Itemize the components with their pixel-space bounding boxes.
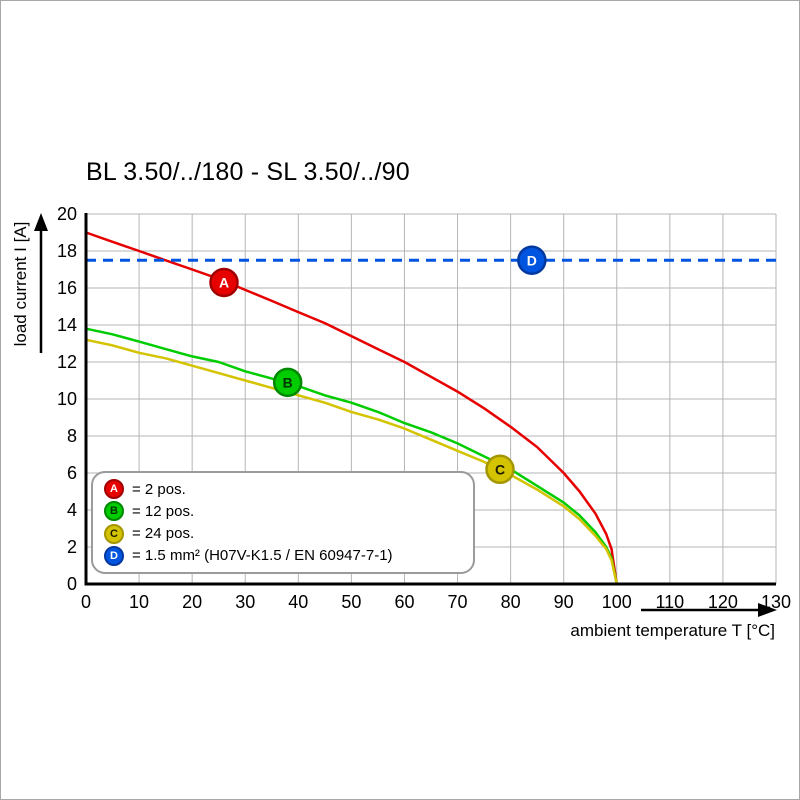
curve-marker-letter: C: [495, 461, 505, 477]
x-tick-label: 70: [448, 592, 468, 612]
legend-label: = 2 pos.: [132, 480, 186, 498]
y-tick-label: 12: [57, 352, 77, 372]
curve-marker-letter: B: [283, 374, 293, 390]
legend: A = 2 pos. B = 12 pos. C = 24 pos. D = 1…: [91, 471, 475, 574]
series-curve-C: [85, 338, 619, 585]
curve-marker-c-icon: [485, 454, 515, 485]
x-tick-label: 110: [655, 592, 684, 612]
x-tick-label: 90: [554, 592, 574, 612]
curve-marker-letter: A: [219, 274, 229, 290]
legend-label: = 1.5 mm² (H07V-K1.5 / EN 60947-7-1): [132, 547, 393, 565]
legend-item: C = 24 pos.: [104, 523, 473, 544]
x-tick-label: 0: [81, 592, 91, 612]
curve-marker-letter: D: [527, 252, 537, 268]
y-tick-label: 6: [67, 463, 77, 483]
y-tick-label: 8: [67, 426, 77, 446]
y-tick-label: 20: [57, 204, 77, 224]
legend-marker-d-icon: D: [104, 545, 124, 566]
curve-marker-d-icon: [517, 245, 547, 275]
x-tick-label: 60: [394, 592, 414, 612]
x-tick-label: 100: [602, 592, 632, 612]
x-tick-label: 30: [235, 592, 255, 612]
curve-marker-a-icon: [209, 267, 239, 298]
y-tick-label: 18: [57, 241, 77, 261]
x-tick-label: 80: [501, 592, 521, 612]
y-tick-label: 14: [57, 315, 77, 335]
y-axis-arrowhead-icon: [34, 213, 48, 231]
legend-marker-b-icon: B: [104, 501, 124, 522]
x-tick-label: 10: [129, 592, 149, 612]
legend-marker-a-icon: A: [104, 479, 124, 500]
x-tick-label: 40: [288, 592, 308, 612]
legend-item: D = 1.5 mm² (H07V-K1.5 / EN 60947-7-1): [104, 545, 473, 566]
curve-marker-b-icon: [272, 367, 303, 398]
series-curve-A: [85, 231, 619, 585]
legend-item: B = 12 pos.: [104, 501, 473, 522]
x-axis-label: ambient temperature T [°C]: [570, 621, 775, 640]
legend-label: = 12 pos.: [132, 502, 195, 520]
y-tick-label: 16: [57, 278, 77, 298]
legend-label: = 24 pos.: [132, 525, 195, 543]
y-tick-label: 4: [67, 500, 77, 520]
x-tick-label: 50: [341, 592, 361, 612]
x-tick-label: 20: [182, 592, 202, 612]
legend-item: A = 2 pos.: [104, 479, 473, 500]
x-tick-label: 120: [708, 592, 738, 612]
legend-marker-c-icon: C: [104, 523, 124, 544]
series-curve-B: [85, 327, 619, 585]
y-tick-label: 2: [67, 537, 77, 557]
y-tick-label: 10: [57, 389, 77, 409]
x-axis-arrowhead-icon: [758, 603, 777, 617]
chart-title: BL 3.50/../180 - SL 3.50/../90: [86, 158, 410, 186]
y-tick-label: 0: [67, 574, 77, 594]
